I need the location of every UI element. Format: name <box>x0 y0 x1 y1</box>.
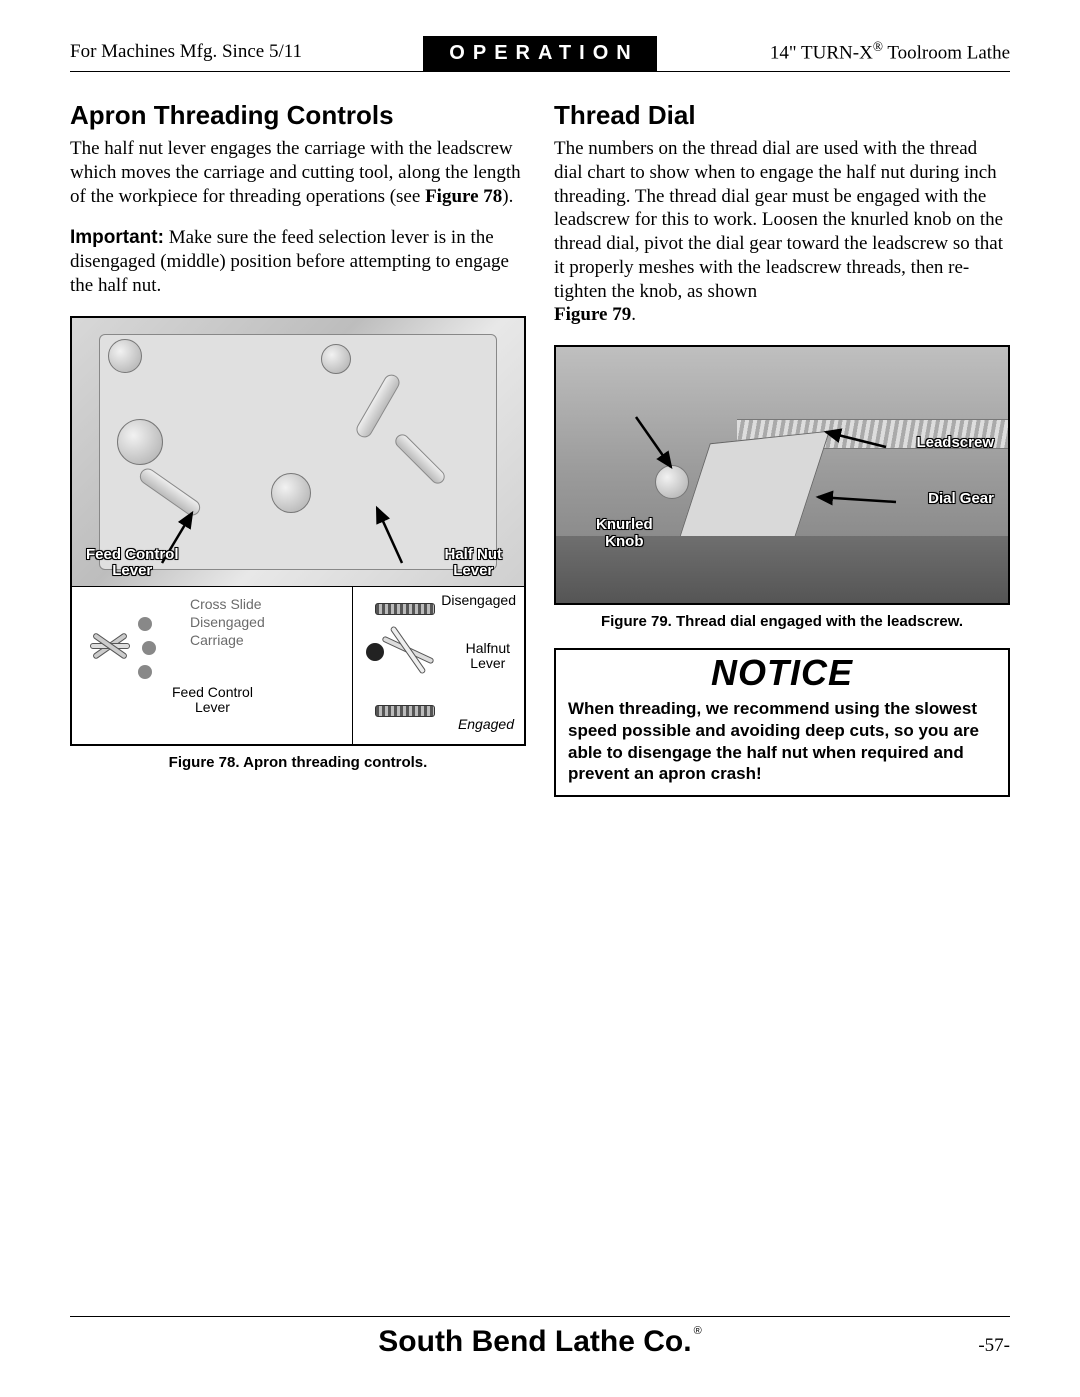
figure-78-photo: Feed Control Lever Half Nut Lever <box>72 318 524 586</box>
page-header: For Machines Mfg. Since 5/11 OPERATION 1… <box>70 36 1010 72</box>
apron-para-1-figref: Figure 78 <box>425 186 502 207</box>
notice-title: NOTICE <box>568 652 996 694</box>
thread-dial-para-b: . <box>631 304 636 325</box>
notice-box: NOTICE When threading, we recommend usin… <box>554 648 1010 797</box>
figure-79: Leadscrew Dial Gear Knurled Knob <box>554 345 1010 605</box>
heading-apron-threading: Apron Threading Controls <box>70 100 526 131</box>
diag-cross-slide: Cross Slide <box>190 597 262 612</box>
diag-halfnut-lever: Halfnut Lever <box>466 641 510 672</box>
apron-para-1: The half nut lever engages the carriage … <box>70 137 526 208</box>
left-column: Apron Threading Controls The half nut le… <box>70 100 526 797</box>
diag-disengaged-black: Disengaged <box>441 593 516 608</box>
label-feed-control-lever: Feed Control Lever <box>86 547 179 580</box>
right-column: Thread Dial The numbers on the thread di… <box>554 100 1010 797</box>
footer-reg-mark: ® <box>694 1325 702 1337</box>
important-note: Important: Make sure the feed selection … <box>70 226 526 297</box>
label-half-nut-lever: Half Nut Lever <box>445 547 503 580</box>
manual-page: For Machines Mfg. Since 5/11 OPERATION 1… <box>0 0 1080 1397</box>
footer-brand-text: South Bend Lathe Co. <box>378 1325 691 1358</box>
thread-dial-para: The numbers on the thread dial are used … <box>554 137 1010 327</box>
content-columns: Apron Threading Controls The half nut le… <box>70 100 1010 797</box>
figure-78: Feed Control Lever Half Nut Lever <box>70 316 526 746</box>
page-footer: South Bend Lathe Co.® -57- <box>70 1316 1010 1359</box>
diag-feed-control-lever: Feed Control Lever <box>172 685 253 716</box>
heading-thread-dial: Thread Dial <box>554 100 1010 131</box>
figure-78-caption: Figure 78. Apron threading controls. <box>70 754 526 771</box>
label-knurled-knob: Knurled Knob <box>596 517 653 550</box>
header-right-suffix: Toolroom Lathe <box>883 42 1010 63</box>
header-right-text: 14" TURN-X® Toolroom Lathe <box>657 39 1010 68</box>
header-section-label: OPERATION <box>423 36 656 71</box>
thread-dial-figref: Figure 79 <box>554 304 631 325</box>
figure-78-diagram: Cross Slide Disengaged Carriage Feed Con… <box>72 586 524 744</box>
thread-dial-para-a: The numbers on the thread dial are used … <box>554 138 1003 302</box>
label-leadscrew: Leadscrew <box>916 435 994 452</box>
footer-page-number: -57- <box>950 1335 1010 1357</box>
apron-para-1b: ). <box>502 186 513 207</box>
header-left-text: For Machines Mfg. Since 5/11 <box>70 41 423 67</box>
footer-brand: South Bend Lathe Co.® <box>130 1325 950 1359</box>
figure-79-caption: Figure 79. Thread dial engaged with the … <box>554 613 1010 630</box>
diag-disengaged-grey: Disengaged <box>190 615 265 630</box>
header-right-prefix: 14" TURN-X <box>770 42 873 63</box>
figure-79-arrows <box>556 347 1008 603</box>
diag-carriage: Carriage <box>190 633 244 648</box>
important-label: Important: <box>70 227 164 248</box>
diag-engaged: Engaged <box>458 717 514 732</box>
notice-body: When threading, we recommend using the s… <box>568 698 996 785</box>
registered-mark: ® <box>873 39 883 54</box>
label-dial-gear: Dial Gear <box>928 491 994 508</box>
